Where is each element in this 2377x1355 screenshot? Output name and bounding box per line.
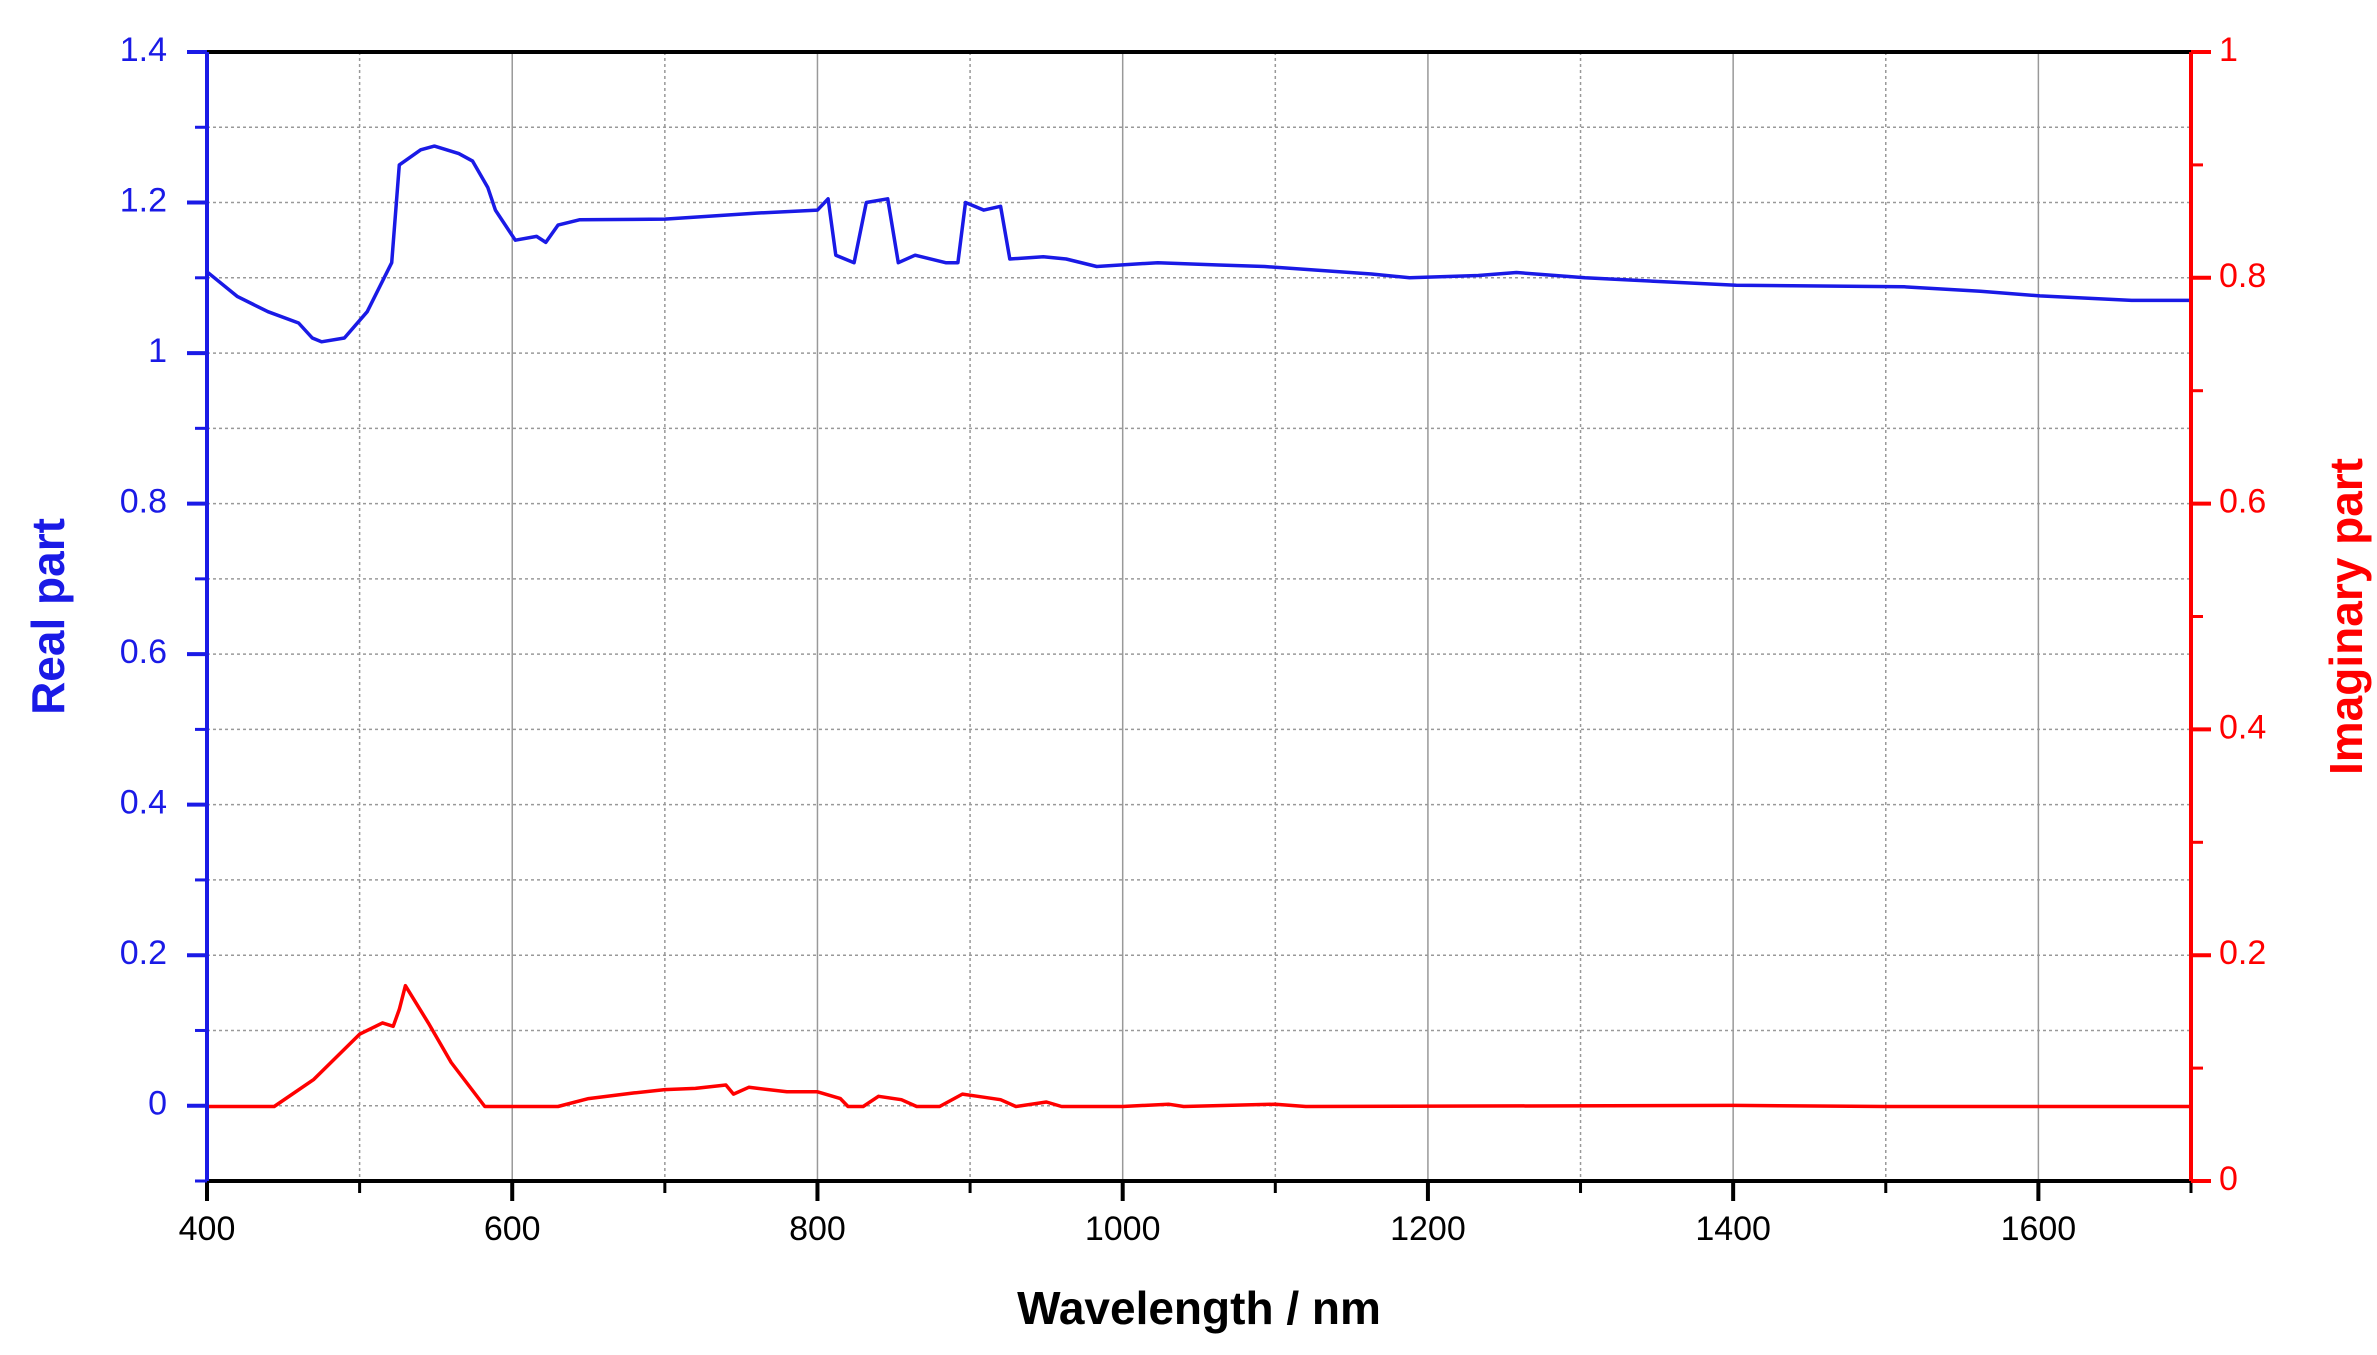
y-tick-label: 0.6 (120, 633, 167, 671)
y-tick-label: 1.2 (120, 182, 167, 220)
x-axis-title: Wavelength / nm (1017, 1282, 1381, 1334)
x-tick-label: 400 (179, 1210, 236, 1248)
y2-tick-label: 0.4 (2219, 708, 2266, 746)
x-tick-label: 800 (789, 1210, 846, 1248)
y2-tick-label: 0.6 (2219, 483, 2266, 521)
y2-tick-label: 0 (2219, 1160, 2238, 1198)
x-tick-label: 1400 (1695, 1210, 1771, 1248)
x-tick-label: 1200 (1390, 1210, 1466, 1248)
y-tick-label: 0.4 (120, 784, 167, 822)
y-tick-label: 0.8 (120, 483, 167, 521)
y2-axis-title: Imaginary part (2320, 458, 2372, 775)
data-line (205, 144, 2191, 344)
y-axis-title: Real part (22, 518, 74, 715)
y-tick-label: 1 (148, 332, 167, 370)
y2-tick-label: 1 (2219, 31, 2238, 69)
y-tick-label: 0 (148, 1085, 167, 1123)
data-line (207, 983, 2191, 1109)
x-tick-label: 600 (484, 1210, 541, 1248)
x-tick-label: 1600 (2001, 1210, 2077, 1248)
y2-tick-label: 0.2 (2219, 934, 2266, 972)
y-tick-label: 1.4 (120, 31, 167, 69)
y2-tick-label: 0.8 (2219, 257, 2266, 295)
y-tick-label: 0.2 (120, 934, 167, 972)
x-tick-label: 1000 (1085, 1210, 1161, 1248)
